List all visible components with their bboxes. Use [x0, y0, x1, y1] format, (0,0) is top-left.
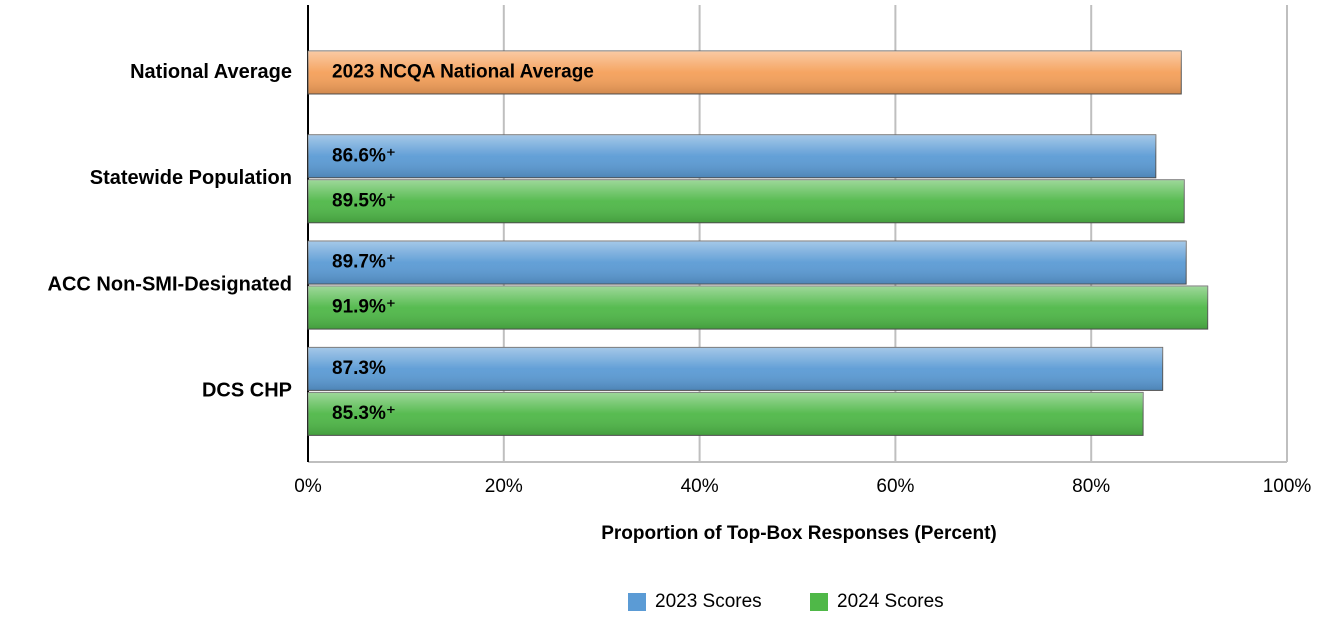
value-label: 86.6%⁺: [332, 145, 396, 166]
legend-swatch: [810, 593, 828, 611]
value-label: 91.9%⁺: [332, 297, 396, 318]
bar-shine: [308, 286, 1208, 330]
y-tick-label: ACC Non-SMI-Designated: [48, 273, 292, 295]
x-tick-label: 60%: [876, 476, 914, 497]
legend-swatch: [628, 593, 646, 611]
y-tick-label: National Average: [130, 61, 292, 83]
y-tick-label: Statewide Population: [90, 167, 292, 189]
value-label: 87.3%: [332, 358, 386, 379]
x-tick-label: 80%: [1072, 476, 1110, 497]
legend-label: 2024 Scores: [837, 591, 944, 612]
bar-shine: [308, 347, 1163, 391]
bar-shine: [308, 241, 1187, 285]
bar-shine: [308, 134, 1156, 178]
x-axis-title: Proportion of Top-Box Responses (Percent…: [601, 523, 997, 544]
x-tick-label: 40%: [681, 476, 719, 497]
bar-label: 2023 NCQA National Average: [332, 62, 594, 83]
bar-shine: [308, 51, 1182, 94]
bar-shine: [308, 179, 1185, 223]
x-tick-label: 100%: [1263, 476, 1312, 497]
value-label: 89.7%⁺: [332, 252, 396, 273]
y-tick-label: DCS CHP: [202, 380, 292, 402]
value-label: 89.5%⁺: [332, 190, 396, 211]
legend-label: 2023 Scores: [655, 591, 762, 612]
value-label: 85.3%⁺: [332, 403, 396, 424]
x-tick-label: 0%: [294, 476, 322, 497]
bar-shine: [308, 392, 1144, 436]
x-tick-label: 20%: [485, 476, 523, 497]
